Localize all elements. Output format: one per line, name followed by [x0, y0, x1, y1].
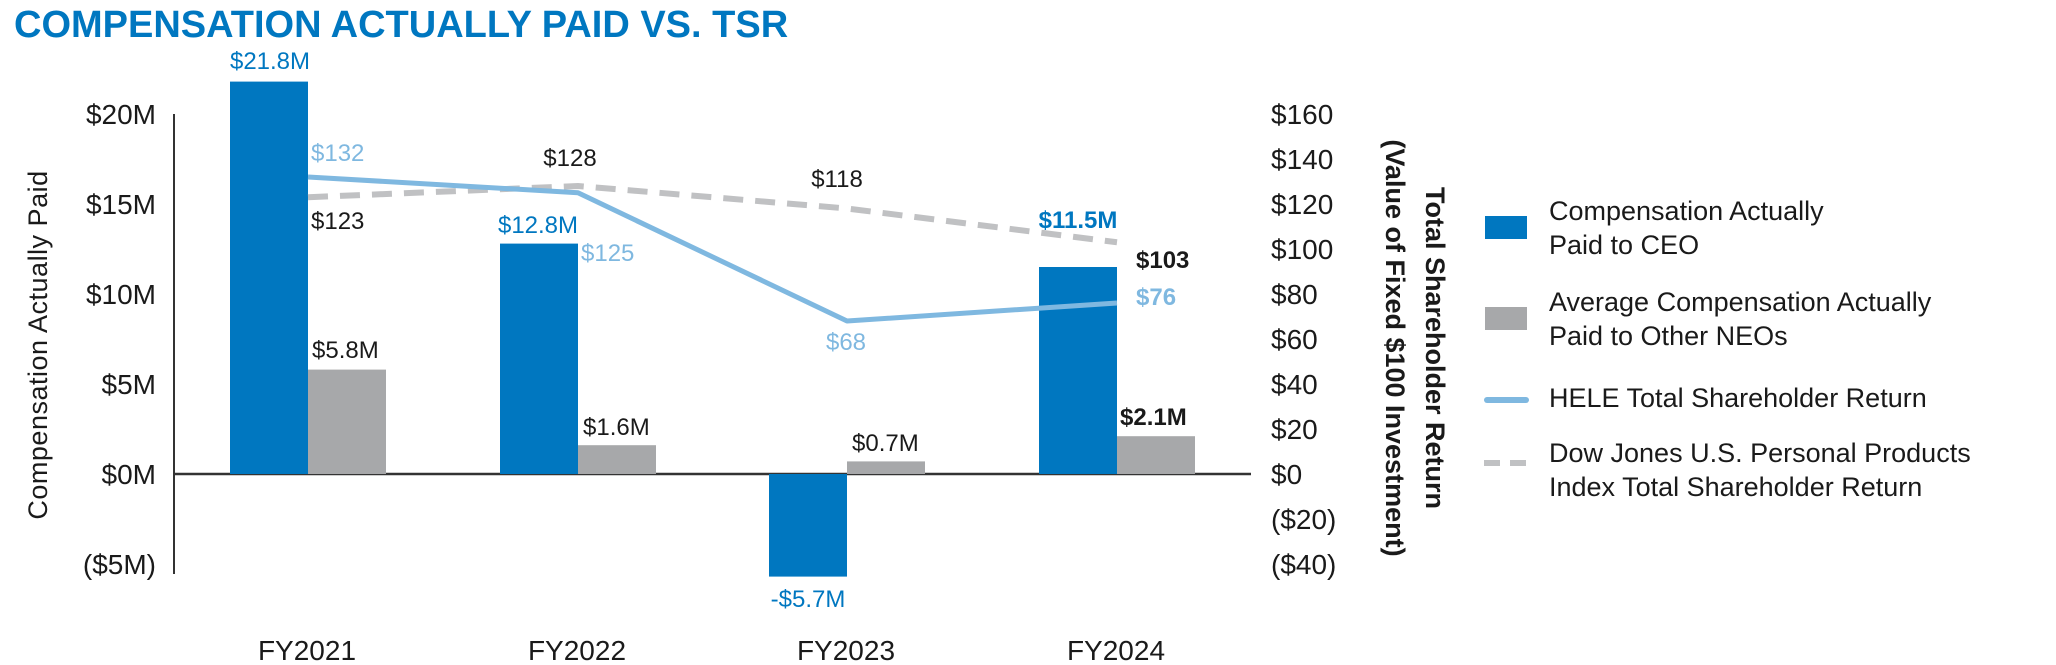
y2-tick-label: ($40) — [1271, 549, 1336, 580]
ceo-data-label: $21.8M — [230, 48, 310, 75]
legend-label: Average Compensation Actually — [1549, 287, 1932, 317]
neo-cap-bar — [1117, 436, 1195, 474]
neo-cap-bar — [847, 461, 925, 474]
legend-item-hele: HELE Total Shareholder Return — [1484, 383, 1927, 413]
y2-axis-title-line2: (Value of Fixed $100 Investment) — [1380, 139, 1410, 556]
y2-tick-label: $0 — [1271, 459, 1302, 490]
legend-label: HELE Total Shareholder Return — [1549, 383, 1927, 413]
ceo-cap-bar — [1039, 267, 1117, 474]
ceo-data-label: -$5.7M — [771, 586, 846, 613]
legend-label: Paid to Other NEOs — [1549, 321, 1788, 351]
ceo-cap-bar — [230, 81, 308, 474]
y-tick-label: $0M — [102, 459, 156, 490]
ceo-data-label: $12.8M — [498, 212, 578, 239]
hele-data-label: $125 — [581, 240, 634, 267]
dj-data-label: $123 — [311, 208, 364, 235]
ceo-cap-bar — [500, 243, 578, 474]
y2-tick-label: $140 — [1271, 144, 1333, 175]
y2-axis-title-line1: Total Shareholder Return — [1420, 187, 1450, 509]
y-tick-label: $20M — [86, 99, 156, 130]
legend-swatch — [1485, 216, 1527, 239]
chart-title: COMPENSATION ACTUALLY PAID VS. TSR — [14, 4, 788, 46]
y2-tick-label: $20 — [1271, 414, 1318, 445]
y-tick-label: ($5M) — [83, 549, 156, 580]
ceo-cap-bar — [769, 474, 847, 577]
hele-data-label: $132 — [311, 140, 364, 167]
hele-data-label: $76 — [1136, 284, 1176, 311]
y-tick-label: $10M — [86, 279, 156, 310]
ceo-data-label: $11.5M — [1039, 207, 1118, 234]
neo-data-label: $2.1M — [1120, 404, 1187, 431]
legend-item-dj: Dow Jones U.S. Personal Products Index To… — [1484, 438, 1971, 502]
y2-tick-label: $60 — [1271, 324, 1318, 355]
x-tick-label: FY2024 — [1067, 635, 1165, 665]
y2-tick-label: $40 — [1271, 369, 1318, 400]
dj-data-label: $118 — [811, 166, 863, 193]
legend-swatch — [1485, 307, 1527, 330]
y2-tick-label: $80 — [1271, 279, 1318, 310]
legend-item-ceo: Compensation Actually Paid to CEO — [1485, 196, 1824, 260]
dj-tsr-line — [307, 182, 1118, 246]
dj-data-label: $128 — [543, 145, 596, 172]
legend-item-neo: Average Compensation Actually Paid to Oth… — [1485, 287, 1932, 351]
neo-cap-bar — [308, 369, 386, 474]
x-tick-label: FY2023 — [797, 635, 895, 665]
y-tick-label: $5M — [102, 369, 156, 400]
hele-data-label: $68 — [826, 329, 866, 356]
neo-data-label: $1.6M — [583, 414, 650, 441]
y2-tick-label: $120 — [1271, 189, 1333, 220]
dj-data-label: $103 — [1136, 247, 1189, 274]
y-tick-label: $15M — [86, 189, 156, 220]
legend-label: Compensation Actually — [1549, 196, 1824, 226]
legend-label: Paid to CEO — [1549, 230, 1699, 260]
neo-cap-bar — [578, 445, 656, 474]
hele-tsr-line — [307, 174, 1118, 324]
neo-data-label: $0.7M — [852, 430, 919, 457]
x-tick-label: FY2022 — [528, 635, 626, 665]
legend-label: Dow Jones U.S. Personal Products — [1549, 438, 1971, 468]
neo-data-label: $5.8M — [312, 337, 379, 364]
legend-label: Index Total Shareholder Return — [1549, 472, 1922, 502]
y-axis-title: Compensation Actually Paid — [23, 170, 53, 519]
x-tick-label: FY2021 — [258, 635, 356, 665]
y2-tick-label: $100 — [1271, 234, 1333, 265]
y2-tick-label: ($20) — [1271, 504, 1336, 535]
y2-tick-label: $160 — [1271, 99, 1333, 130]
